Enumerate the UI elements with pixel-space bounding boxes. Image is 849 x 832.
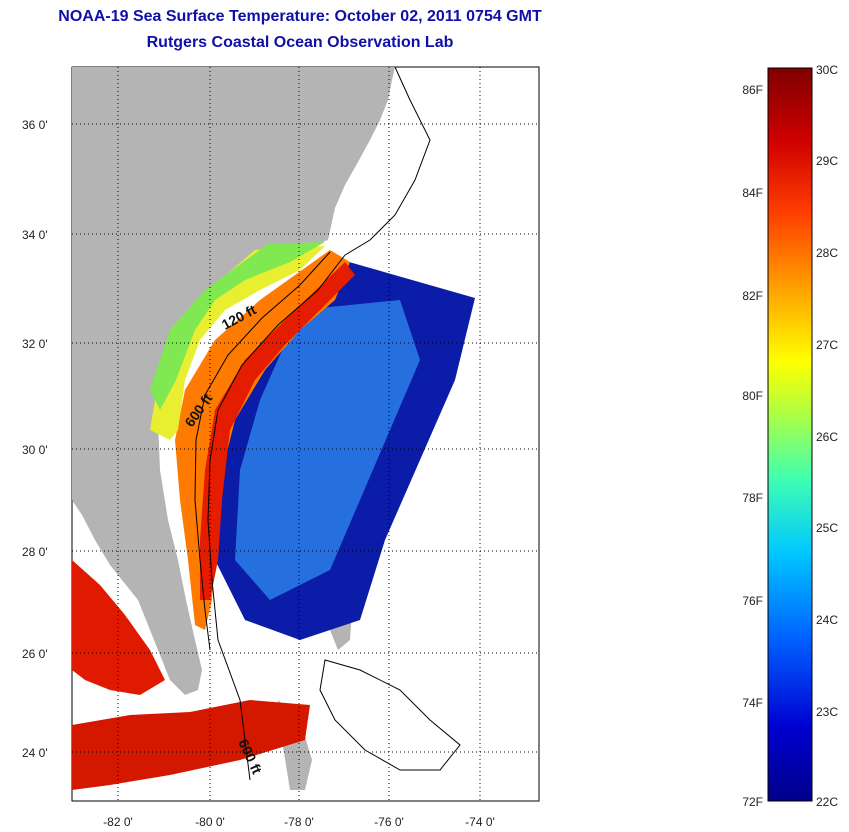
colorbar-c-label: 29C [816,154,838,168]
lat-label: 28 0' [22,545,48,559]
colorbar-f-label: 84F [742,186,763,200]
sst-gulfstream-red [200,262,355,600]
colorbar-c-label: 27C [816,338,838,352]
contour-bahamas [319,659,461,771]
lat-label: 26 0' [22,647,48,661]
lon-label: -74 0' [465,815,495,829]
colorbar-f-label: 78F [742,491,763,505]
lat-label: 34 0' [22,228,48,242]
colorbar-c-label: 26C [816,430,838,444]
lon-label: -80 0' [195,815,225,829]
colorbar-c-label: 23C [816,705,838,719]
map-subtitle: Rutgers Coastal Ocean Observation Lab [146,34,454,51]
lon-label: -76 0' [374,815,404,829]
sst-straits-red [72,700,310,790]
colorbar-f-label: 86F [742,83,763,97]
colorbar-f-label: 76F [742,594,763,608]
colorbar-f-label: 80F [742,389,763,403]
lat-label: 36 0' [22,118,48,132]
colorbar-c-label: 22C [816,795,838,809]
colorbar-f-label: 74F [742,696,763,710]
colorbar-f-label: 72F [742,795,763,809]
colorbar-c-label: 25C [816,521,838,535]
colorbar-c-label: 24C [816,613,838,627]
colorbar-c-label: 30C [816,63,838,77]
colorbar-f-label: 82F [742,289,763,303]
lat-label: 24 0' [22,746,48,760]
lon-label: -82 0' [103,815,133,829]
contour-120ft [194,251,331,651]
sst-swath-mid [235,300,420,600]
map-title: NOAA-19 Sea Surface Temperature: October… [58,8,542,25]
sst-nearshore-green [150,242,325,410]
lon-label: -78 0' [284,815,314,829]
sst-shelf-warm [175,250,350,630]
land-southeast-us [72,67,395,695]
temperature-colorbar [767,67,813,802]
lat-label: 32 0' [22,337,48,351]
contour-coast-north [344,67,431,256]
colorbar-c-label: 28C [816,246,838,260]
lat-label: 30 0' [22,443,48,457]
